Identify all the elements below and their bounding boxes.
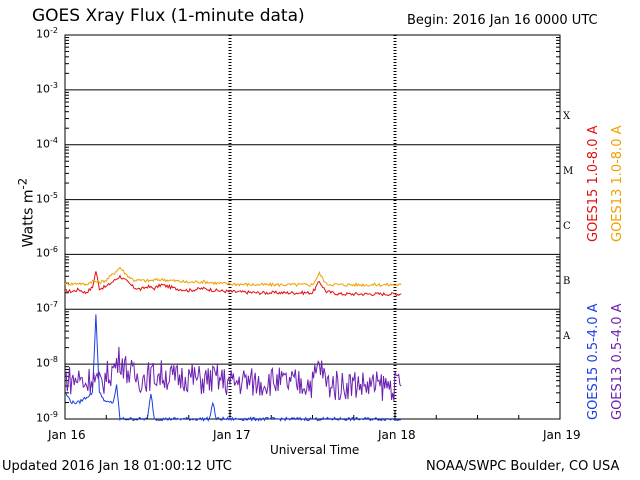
y-tick-label: 10-5 [36,190,58,206]
updated-timestamp: Updated 2016 Jan 18 01:00:12 UTC [2,459,232,474]
y-tick-label: 10-7 [36,300,58,315]
x-tick-label: Jan 16 [48,428,86,442]
legend-entry: GOES15 0.5-4.0 A [586,303,601,420]
x-axis-title: Universal Time [270,443,360,457]
series-3 [64,346,402,401]
decade-gridlines [65,37,560,403]
flare-class-m: M [563,166,574,178]
credit-line: NOAA/SWPC Boulder, CO USA [426,459,620,474]
x-tick-label: Jan 19 [543,428,581,442]
series-layer [64,266,402,422]
y-tick-label: 10-3 [36,80,58,96]
flare-class-c: C [563,221,571,233]
y-axis-title: Watts m-2 [15,177,37,248]
legend-entry: GOES15 1.0-8.0 A [586,125,601,242]
y-tick-label: 10-6 [36,245,58,261]
flare-class-b: B [563,275,571,287]
y-tick-label: 10-8 [36,355,58,370]
begin-time: Begin: 2016 Jan 16 0000 UTC [407,13,598,28]
x-tick-label: Jan 17 [213,428,251,442]
series-0 [64,271,402,297]
y-tick-label: 10-9 [36,410,58,425]
y-tick-label: 10-4 [36,135,58,151]
chart-title: GOES Xray Flux (1-minute data) [32,6,305,26]
plot-frame [64,34,561,420]
x-tick-label: Jan 18 [378,428,416,442]
series-2 [64,314,402,422]
flare-class-x: X [563,111,571,123]
series-1 [64,266,402,288]
day-tick-marks [64,35,561,419]
flare-class-a: A [563,330,571,342]
legend-entry: GOES13 0.5-4.0 A [610,303,625,420]
legend-entry: GOES13 1.0-8.0 A [610,125,625,242]
y-tick-label: 10-2 [36,26,58,41]
